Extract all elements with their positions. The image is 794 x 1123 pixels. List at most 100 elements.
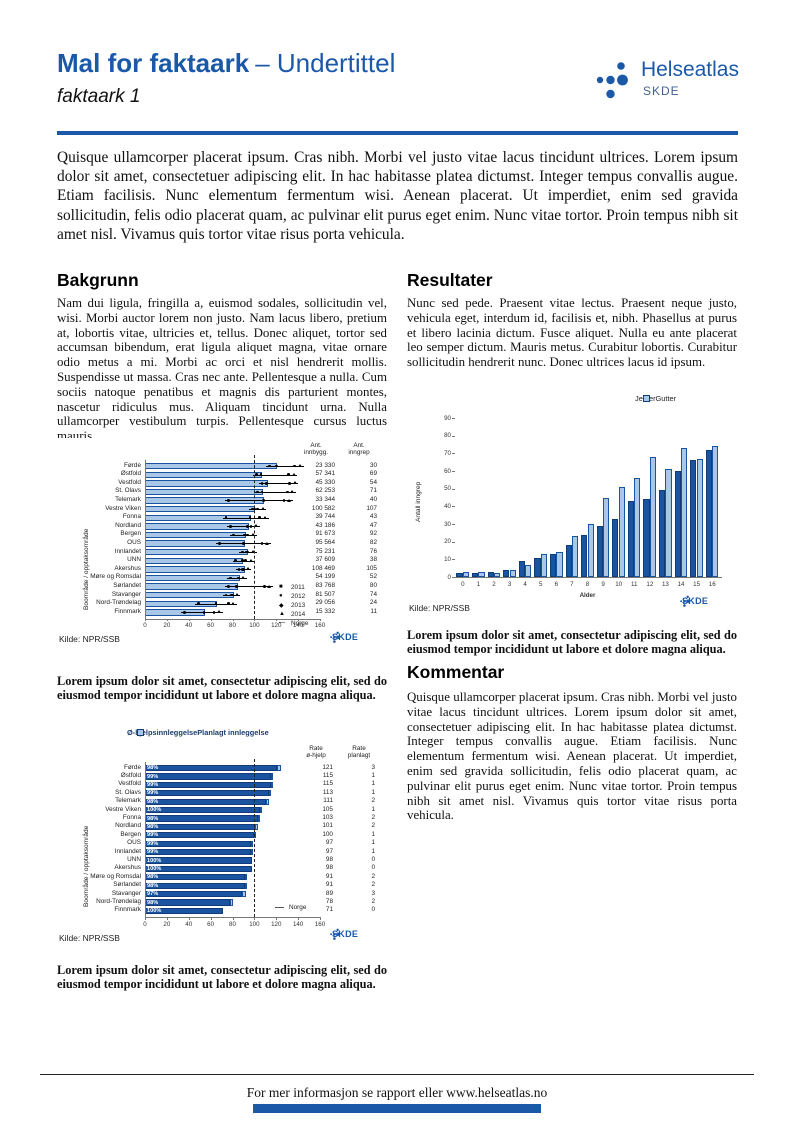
- value-rate2: 0: [371, 864, 375, 872]
- year-marker-dot: [282, 499, 286, 502]
- x-tick: [145, 917, 146, 920]
- year-marker-dot: [226, 602, 230, 606]
- chart-admission-type: Ø-hjelpsinnleggelse Planlagt innleggelse B…: [57, 712, 387, 960]
- bar-planlagt: [251, 840, 254, 847]
- value-innbygg: 43 186: [315, 521, 335, 529]
- year-marker-dot: [243, 533, 246, 537]
- y-tick: [452, 559, 455, 561]
- bar-planlagt: [244, 882, 247, 889]
- x-tick-label: 16: [708, 581, 716, 588]
- bar-percent-label: 98%: [147, 815, 159, 822]
- y-tick: [452, 524, 455, 525]
- value-inngrep: 38: [369, 556, 377, 564]
- bar-planlagt: [230, 899, 233, 906]
- bar-jenter: [503, 569, 510, 577]
- value-rate2: 2: [371, 881, 375, 889]
- year-marker-dot: [182, 610, 186, 614]
- bar-ohjelp: [145, 790, 269, 797]
- bar-ohjelp: [145, 857, 253, 864]
- x-tick-label: 11: [631, 581, 638, 588]
- row-label: Nordland: [115, 521, 141, 529]
- year-marker-triangle: [290, 490, 295, 493]
- x-tick-label: 8: [585, 581, 590, 588]
- legend-label: Planlagt innleggelse: [197, 728, 269, 737]
- skde-logo: SKDE: [329, 928, 358, 940]
- y-tick-label: 30: [444, 520, 451, 528]
- bar-percent-label: 99%: [147, 781, 159, 788]
- x-tick-label: 4: [523, 581, 527, 588]
- bar-jenter: [690, 460, 697, 577]
- bar: [145, 574, 241, 582]
- x-tick: [276, 917, 278, 920]
- year-marker-dot: [214, 602, 218, 606]
- x-tick-label: 1: [476, 581, 481, 588]
- year-marker-dot: [244, 559, 248, 563]
- x-tick-label: 5: [539, 581, 543, 588]
- x-tick-label: 15: [693, 581, 701, 588]
- x-tick: [210, 618, 212, 622]
- x-tick-label: 13: [661, 581, 669, 588]
- y-axis-label: Antall inngrep: [415, 481, 422, 522]
- year-marker-dot: [246, 524, 250, 528]
- bar-ohjelp: [145, 823, 256, 831]
- year-marker-dot: [236, 576, 240, 580]
- footer-rule: [40, 1074, 754, 1076]
- value-inngrep: 54: [369, 478, 377, 486]
- legend-swatch: [643, 395, 650, 402]
- value-rate2: 2: [371, 813, 375, 821]
- bar-jenter: [674, 471, 681, 577]
- value-rate2: 1: [371, 788, 375, 796]
- error-whisker: [253, 474, 298, 476]
- y-tick-label: 80: [444, 432, 451, 440]
- x-tick: [166, 618, 168, 622]
- value-rate2: 2: [371, 897, 375, 905]
- error-whisker: [258, 483, 299, 485]
- year-marker-triangle: [251, 550, 256, 554]
- bar-ohjelp: [145, 840, 252, 847]
- bar-planlagt: [270, 773, 273, 780]
- footer-text: For mer informasjon se rapport eller www…: [246, 1085, 548, 1100]
- bar-ohjelp: [145, 764, 278, 772]
- bar-percent-label: 100%: [147, 807, 162, 814]
- bar-ohjelp: [145, 815, 258, 822]
- bar-ohjelp: [145, 882, 245, 889]
- value-inngrep: 30: [369, 461, 377, 469]
- bar-jenter: [518, 561, 525, 577]
- bar-percent-label: 99%: [147, 790, 159, 797]
- value-innbygg: 29 056: [315, 599, 335, 607]
- value-inngrep: 47: [369, 521, 377, 529]
- row-label: Stavanger: [111, 889, 141, 897]
- y-tick: [452, 471, 455, 472]
- value-rate1: 115: [322, 780, 333, 788]
- y-tick-label: 10: [444, 555, 451, 563]
- x-tick-label: 14: [677, 581, 685, 588]
- bar-planlagt: [255, 823, 258, 831]
- bar-percent-label: 100%: [147, 907, 162, 914]
- year-marker-triangle: [217, 610, 222, 614]
- year-marker-dot: [285, 490, 289, 494]
- bar-percent-label: 99%: [147, 773, 159, 780]
- row-label: St. Olavs: [115, 788, 141, 796]
- x-tick-label: 120: [271, 622, 282, 630]
- value-rate2: 3: [371, 763, 375, 771]
- bar-gutter: [634, 478, 641, 577]
- row-label: Nord-Trøndelag: [96, 897, 141, 905]
- column-header-rate1: Rate ø-hjelp: [306, 745, 326, 759]
- x-tick: [145, 618, 146, 622]
- x-tick: [320, 917, 321, 920]
- section-body-resultater: Nunc sed pede. Praesent vitae lectus. Pr…: [407, 296, 737, 370]
- row-label: Sørlandet: [113, 581, 141, 589]
- bar-percent-label: 98%: [147, 899, 159, 906]
- legend: JenterGutter: [635, 394, 676, 403]
- bar-planlagt: [266, 798, 269, 805]
- bar: [145, 505, 256, 513]
- column-header-inngrep: Ant. inngrep: [348, 442, 370, 456]
- row-label: Sørlandet: [113, 881, 141, 889]
- row-label: UNN: [127, 855, 141, 863]
- bar-jenter: [534, 557, 541, 577]
- bar-gutter: [556, 552, 563, 577]
- year-marker-dot: [293, 464, 297, 468]
- error-whisker: [266, 465, 304, 467]
- row-label: Innlandet: [114, 547, 141, 555]
- value-inngrep: 24: [369, 599, 377, 607]
